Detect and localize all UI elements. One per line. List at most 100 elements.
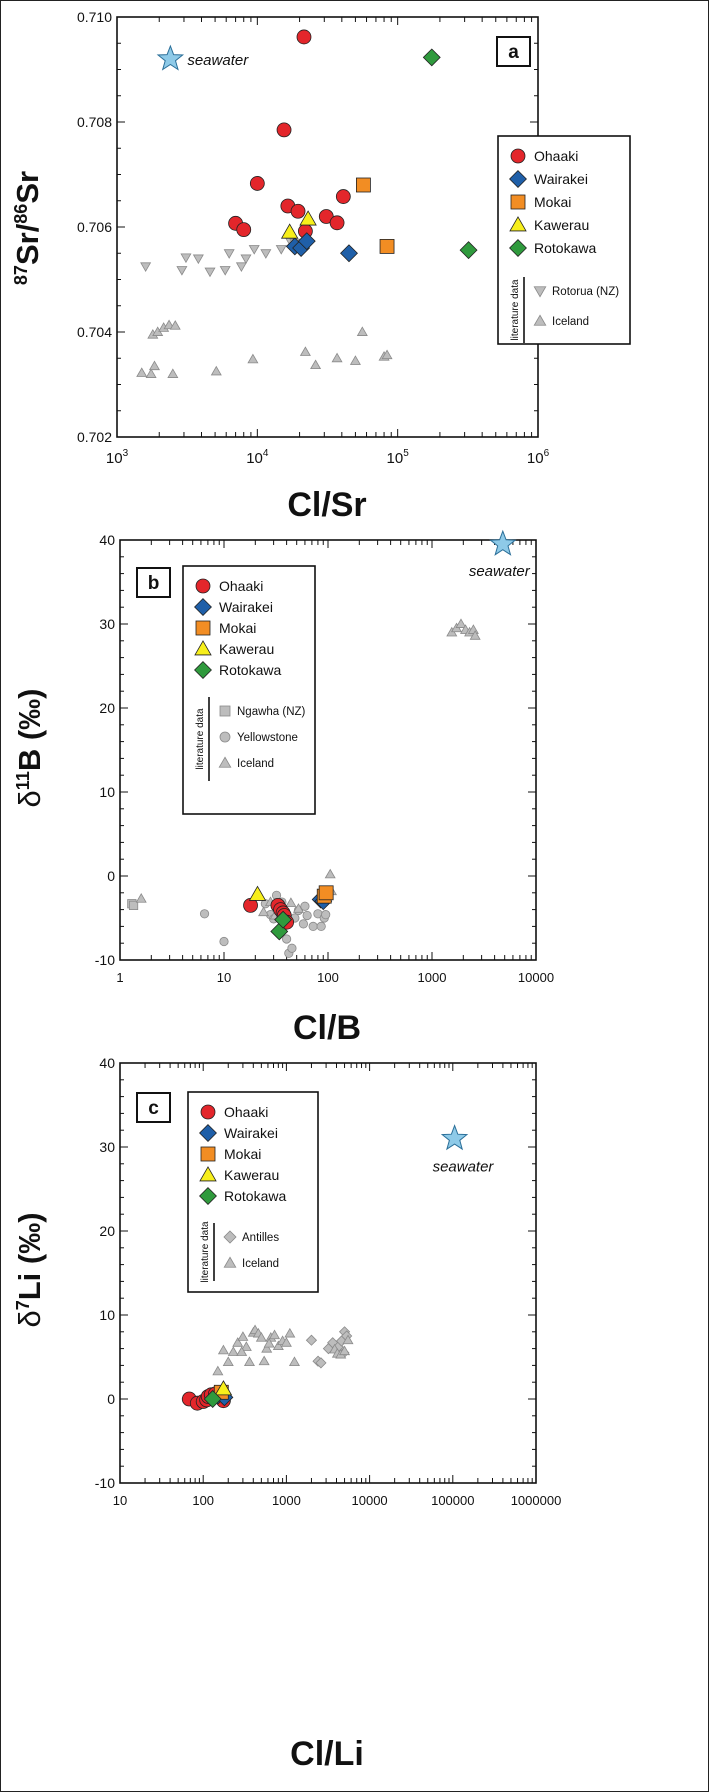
data-point: [255, 1332, 267, 1342]
x-tick-label-exp: 3: [123, 448, 129, 459]
data-point: [222, 1356, 234, 1367]
data-point: [136, 367, 148, 377]
data-point: [274, 910, 293, 929]
legend-label: Ohaaki: [534, 148, 578, 164]
y-title-sup: 11: [13, 771, 33, 790]
y-tick-label: 0.702: [77, 429, 112, 445]
y-title-delta: δ: [12, 1310, 47, 1327]
y-tick-label: 0.708: [77, 114, 112, 130]
y-title-main: Sr/: [10, 223, 45, 265]
y-tick-label: 40: [99, 532, 115, 548]
data-point: [310, 359, 322, 370]
y-tick-label: 30: [99, 1139, 115, 1155]
panel-letter-badge: b: [136, 567, 171, 598]
data-point: [342, 1334, 354, 1345]
data-point: [308, 921, 318, 932]
legend-lit-title: literature data: [200, 1221, 211, 1283]
data-point: [459, 241, 478, 260]
data-point: [276, 122, 292, 138]
series-mokai: [316, 885, 334, 904]
x-tick-label: 1: [116, 970, 123, 985]
x-tick-label: 106: [527, 448, 550, 467]
data-point: [219, 266, 231, 276]
series-iceland: [212, 1324, 354, 1376]
seawater-star: [489, 529, 517, 556]
legend-label: Rotokawa: [224, 1188, 286, 1204]
data-point: [204, 267, 216, 278]
data-point: [288, 1356, 300, 1367]
legend: Ohaaki Wairakei Mokai Kawerau Rotokawa litera…: [182, 565, 316, 815]
legend-lit-label: Iceland: [242, 1258, 279, 1270]
y-axis-title: 87Sr/86Sr: [10, 171, 45, 285]
legend-marker: [509, 239, 527, 257]
x-axis-title: Cl/Li: [290, 1735, 364, 1773]
y-tick-label: 20: [99, 700, 115, 716]
x-tick-label: 10: [217, 970, 231, 985]
data-point: [296, 29, 312, 45]
seawater-star: [440, 1124, 469, 1151]
x-tick-label-exp: 5: [403, 448, 409, 459]
data-point: [217, 1344, 229, 1355]
y-title-main: Li (‰): [12, 1212, 47, 1300]
panel-a: 103 104 105 1060.7020.7040.7060.7080.710Cl/…: [10, 9, 631, 524]
panel-letter: b: [148, 573, 160, 594]
x-tick-label-base: 10: [246, 450, 263, 467]
legend-marker: [194, 598, 212, 616]
y-tick-label: -10: [95, 1475, 115, 1491]
x-tick-label: 100: [317, 970, 339, 985]
data-point: [340, 244, 358, 263]
data-point: [227, 1346, 239, 1356]
data-point: [272, 1340, 284, 1351]
y-title-delta: δ: [12, 790, 47, 807]
data-point: [280, 1337, 292, 1347]
legend-lit-marker: [218, 756, 232, 768]
data-point: [285, 897, 297, 907]
plot-frame: [119, 1062, 537, 1484]
data-point: [148, 360, 161, 371]
legend-marker: [200, 1104, 216, 1120]
legend-marker: [199, 1166, 217, 1182]
y-tick-label: 0: [107, 868, 115, 884]
seawater-marker: seawater: [156, 44, 249, 71]
data-point: [263, 1337, 275, 1348]
series-kawerau: [214, 1380, 233, 1396]
data-point: [192, 254, 204, 265]
legend-lit-marker: [533, 286, 547, 298]
data-point: [260, 249, 272, 259]
legend-box: [497, 135, 631, 345]
legend-lit-label: Iceland: [552, 316, 589, 328]
seawater-marker: seawater: [469, 529, 531, 580]
y-tick-label: 0: [107, 1391, 115, 1407]
data-point: [331, 352, 343, 363]
x-tick-label: 100: [192, 1493, 214, 1508]
legend-label: Mokai: [534, 194, 571, 210]
data-point: [167, 368, 179, 378]
legend-lit-title: literature data: [195, 708, 206, 770]
data-point: [248, 245, 260, 255]
series-rotokawa: [422, 48, 478, 260]
data-point: [299, 210, 317, 226]
series-kawerau: [248, 885, 267, 901]
legend-marker: [200, 1146, 216, 1162]
y-title-main: Sr: [10, 171, 45, 204]
y-axis-title: δ7Li (‰): [12, 1212, 47, 1327]
legend-lit-label: Rotorua (NZ): [552, 286, 619, 298]
legend-lit-label: Ngawha (NZ): [237, 706, 306, 718]
series-iceland: [136, 319, 393, 378]
data-point: [180, 253, 192, 264]
legend-lit-label: Antilles: [242, 1232, 279, 1244]
data-point: [219, 936, 229, 947]
legend-label: Kawerau: [224, 1167, 279, 1183]
data-point: [356, 326, 368, 336]
x-tick-label: 1000000: [511, 1493, 562, 1508]
data-point: [302, 910, 312, 921]
x-tick-label: 103: [106, 448, 129, 467]
data-point: [235, 262, 247, 273]
data-point: [284, 1327, 296, 1338]
legend-label: Kawerau: [219, 641, 274, 657]
data-point: [249, 176, 265, 191]
series-rotokawa: [270, 910, 293, 941]
data-point: [329, 215, 345, 231]
series-rotorua-nz-: [140, 236, 301, 278]
panel-badge-box: [136, 567, 171, 598]
